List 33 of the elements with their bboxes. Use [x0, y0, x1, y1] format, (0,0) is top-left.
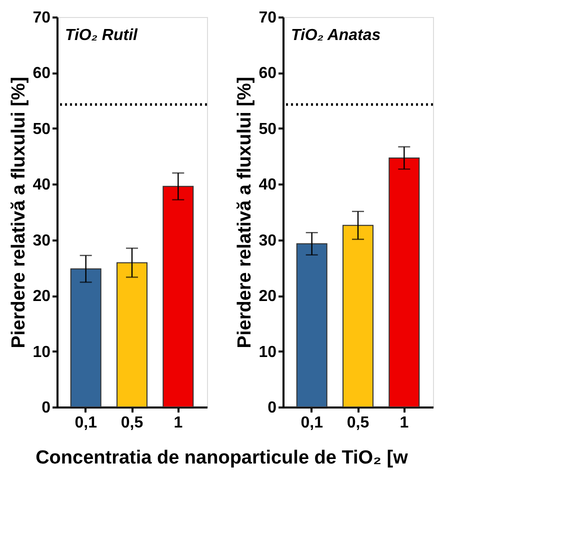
bar: [342, 224, 374, 408]
y-tick-label: 20: [32, 288, 51, 306]
y-tick-label: 40: [258, 176, 277, 194]
bar: [70, 268, 102, 408]
y-tick-label: 60: [32, 65, 51, 82]
x-tick-label: 1: [400, 414, 409, 432]
y-tick-label: 70: [258, 10, 277, 26]
text: TiO₂ Anatas: [291, 27, 381, 44]
y-tick-label: 10: [258, 344, 277, 361]
y-tick-label: 20: [258, 288, 277, 306]
y-tick-label: 10: [32, 344, 51, 361]
y-tick-label: 0: [42, 400, 51, 416]
bar: [296, 243, 328, 408]
y-tick-label: 60: [258, 65, 277, 82]
y-axis-title: Pierdere relativă a fluxului [%]: [234, 76, 256, 348]
bar: [162, 186, 194, 408]
x-tick-label: 0,1: [300, 414, 324, 432]
x-tick-label: 0,1: [74, 414, 98, 432]
y-tick-label: 50: [258, 120, 277, 138]
y-tick-label: 0: [268, 400, 277, 416]
x-tick-label: 0,5: [346, 414, 370, 432]
bar: [388, 157, 420, 408]
y-tick-label: 50: [32, 120, 51, 138]
y-tick-label: 40: [32, 176, 51, 194]
x-axis-title: Concentratia de nanoparticule de TiO₂ [w: [36, 448, 408, 468]
y-tick-label: 70: [32, 10, 51, 26]
y-axis-title: Pierdere relativă a fluxului [%]: [8, 76, 30, 348]
bar: [116, 262, 148, 408]
text: TiO₂ Rutil: [65, 27, 138, 44]
x-tick-label: 0,5: [120, 414, 144, 432]
x-tick-label: 1: [174, 414, 183, 432]
y-tick-label: 30: [258, 232, 277, 250]
y-tick-label: 30: [32, 232, 51, 250]
